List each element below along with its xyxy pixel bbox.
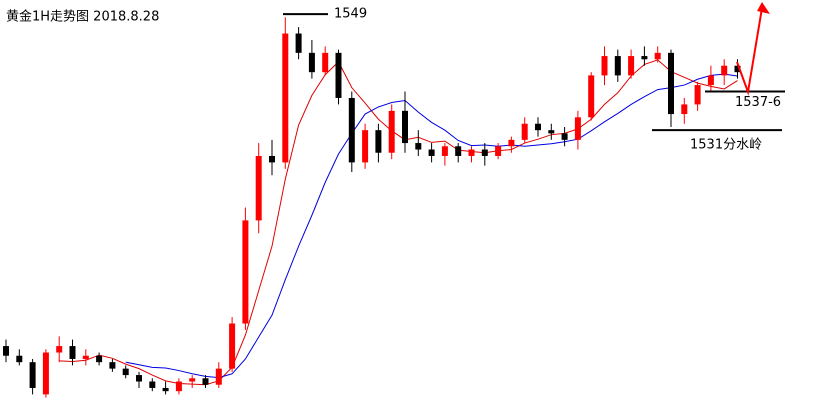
candle-body — [441, 146, 448, 156]
chart-title: 黄金1H走势图 2018.8.28 — [6, 9, 159, 25]
candle-body — [29, 362, 36, 388]
candle-body — [229, 323, 236, 369]
ma-line — [125, 73, 738, 379]
candle-body — [721, 65, 728, 76]
candle-body — [162, 387, 169, 392]
candle-body — [322, 52, 329, 73]
candle-body — [707, 75, 714, 86]
candle-body — [109, 362, 116, 369]
candle-body — [215, 368, 222, 385]
candle-body — [269, 155, 275, 163]
candle-body — [574, 117, 581, 140]
candle-body — [175, 381, 182, 392]
candle-body — [548, 130, 555, 134]
candle-body — [681, 104, 688, 115]
candle-body — [508, 139, 515, 147]
candle-body — [614, 56, 621, 76]
candle-body — [42, 352, 49, 395]
candle-body — [96, 355, 103, 363]
candle-body — [481, 149, 488, 156]
candle-body — [535, 123, 541, 131]
candle-body — [362, 130, 369, 163]
candle-body — [521, 123, 528, 140]
arrow-head — [757, 2, 770, 14]
candle-body — [69, 346, 76, 359]
candle-body — [122, 368, 129, 376]
candle-body — [428, 149, 435, 156]
candle-body — [455, 146, 462, 156]
level-label: 1537-6 — [735, 95, 781, 110]
candle-body — [242, 220, 249, 324]
candle-body — [601, 56, 608, 76]
level-label: 1549 — [334, 7, 367, 22]
candle-body — [375, 130, 382, 153]
candle-body — [402, 110, 408, 144]
candle-body — [348, 97, 355, 163]
candle-body — [149, 381, 156, 388]
ma-line — [59, 59, 738, 386]
candle-body — [56, 346, 63, 353]
candle-body — [561, 133, 568, 140]
candle-body — [654, 52, 661, 60]
candle-body — [694, 85, 701, 105]
candle-body — [468, 149, 475, 156]
candle-body — [82, 355, 89, 359]
candle-body — [202, 378, 209, 385]
candle-body — [388, 110, 395, 153]
candle-body — [335, 52, 342, 98]
candle-body — [628, 56, 635, 76]
candle-body — [415, 143, 422, 150]
candle-body — [255, 155, 262, 221]
level-label: 1531分水岭 — [690, 138, 762, 153]
candle-body — [189, 378, 196, 382]
candle-body — [3, 346, 9, 356]
forecast-arrow — [736, 2, 770, 96]
candle-body — [282, 33, 289, 163]
candle-body — [641, 56, 648, 60]
candle-body — [495, 146, 502, 156]
candle-body — [136, 375, 142, 382]
candle-body — [295, 33, 302, 53]
candle-body — [588, 75, 595, 118]
candle-body — [308, 52, 315, 73]
candle-body — [16, 355, 23, 363]
forecast-path — [736, 7, 763, 96]
candle-body — [668, 52, 674, 115]
candle-body — [734, 65, 741, 73]
